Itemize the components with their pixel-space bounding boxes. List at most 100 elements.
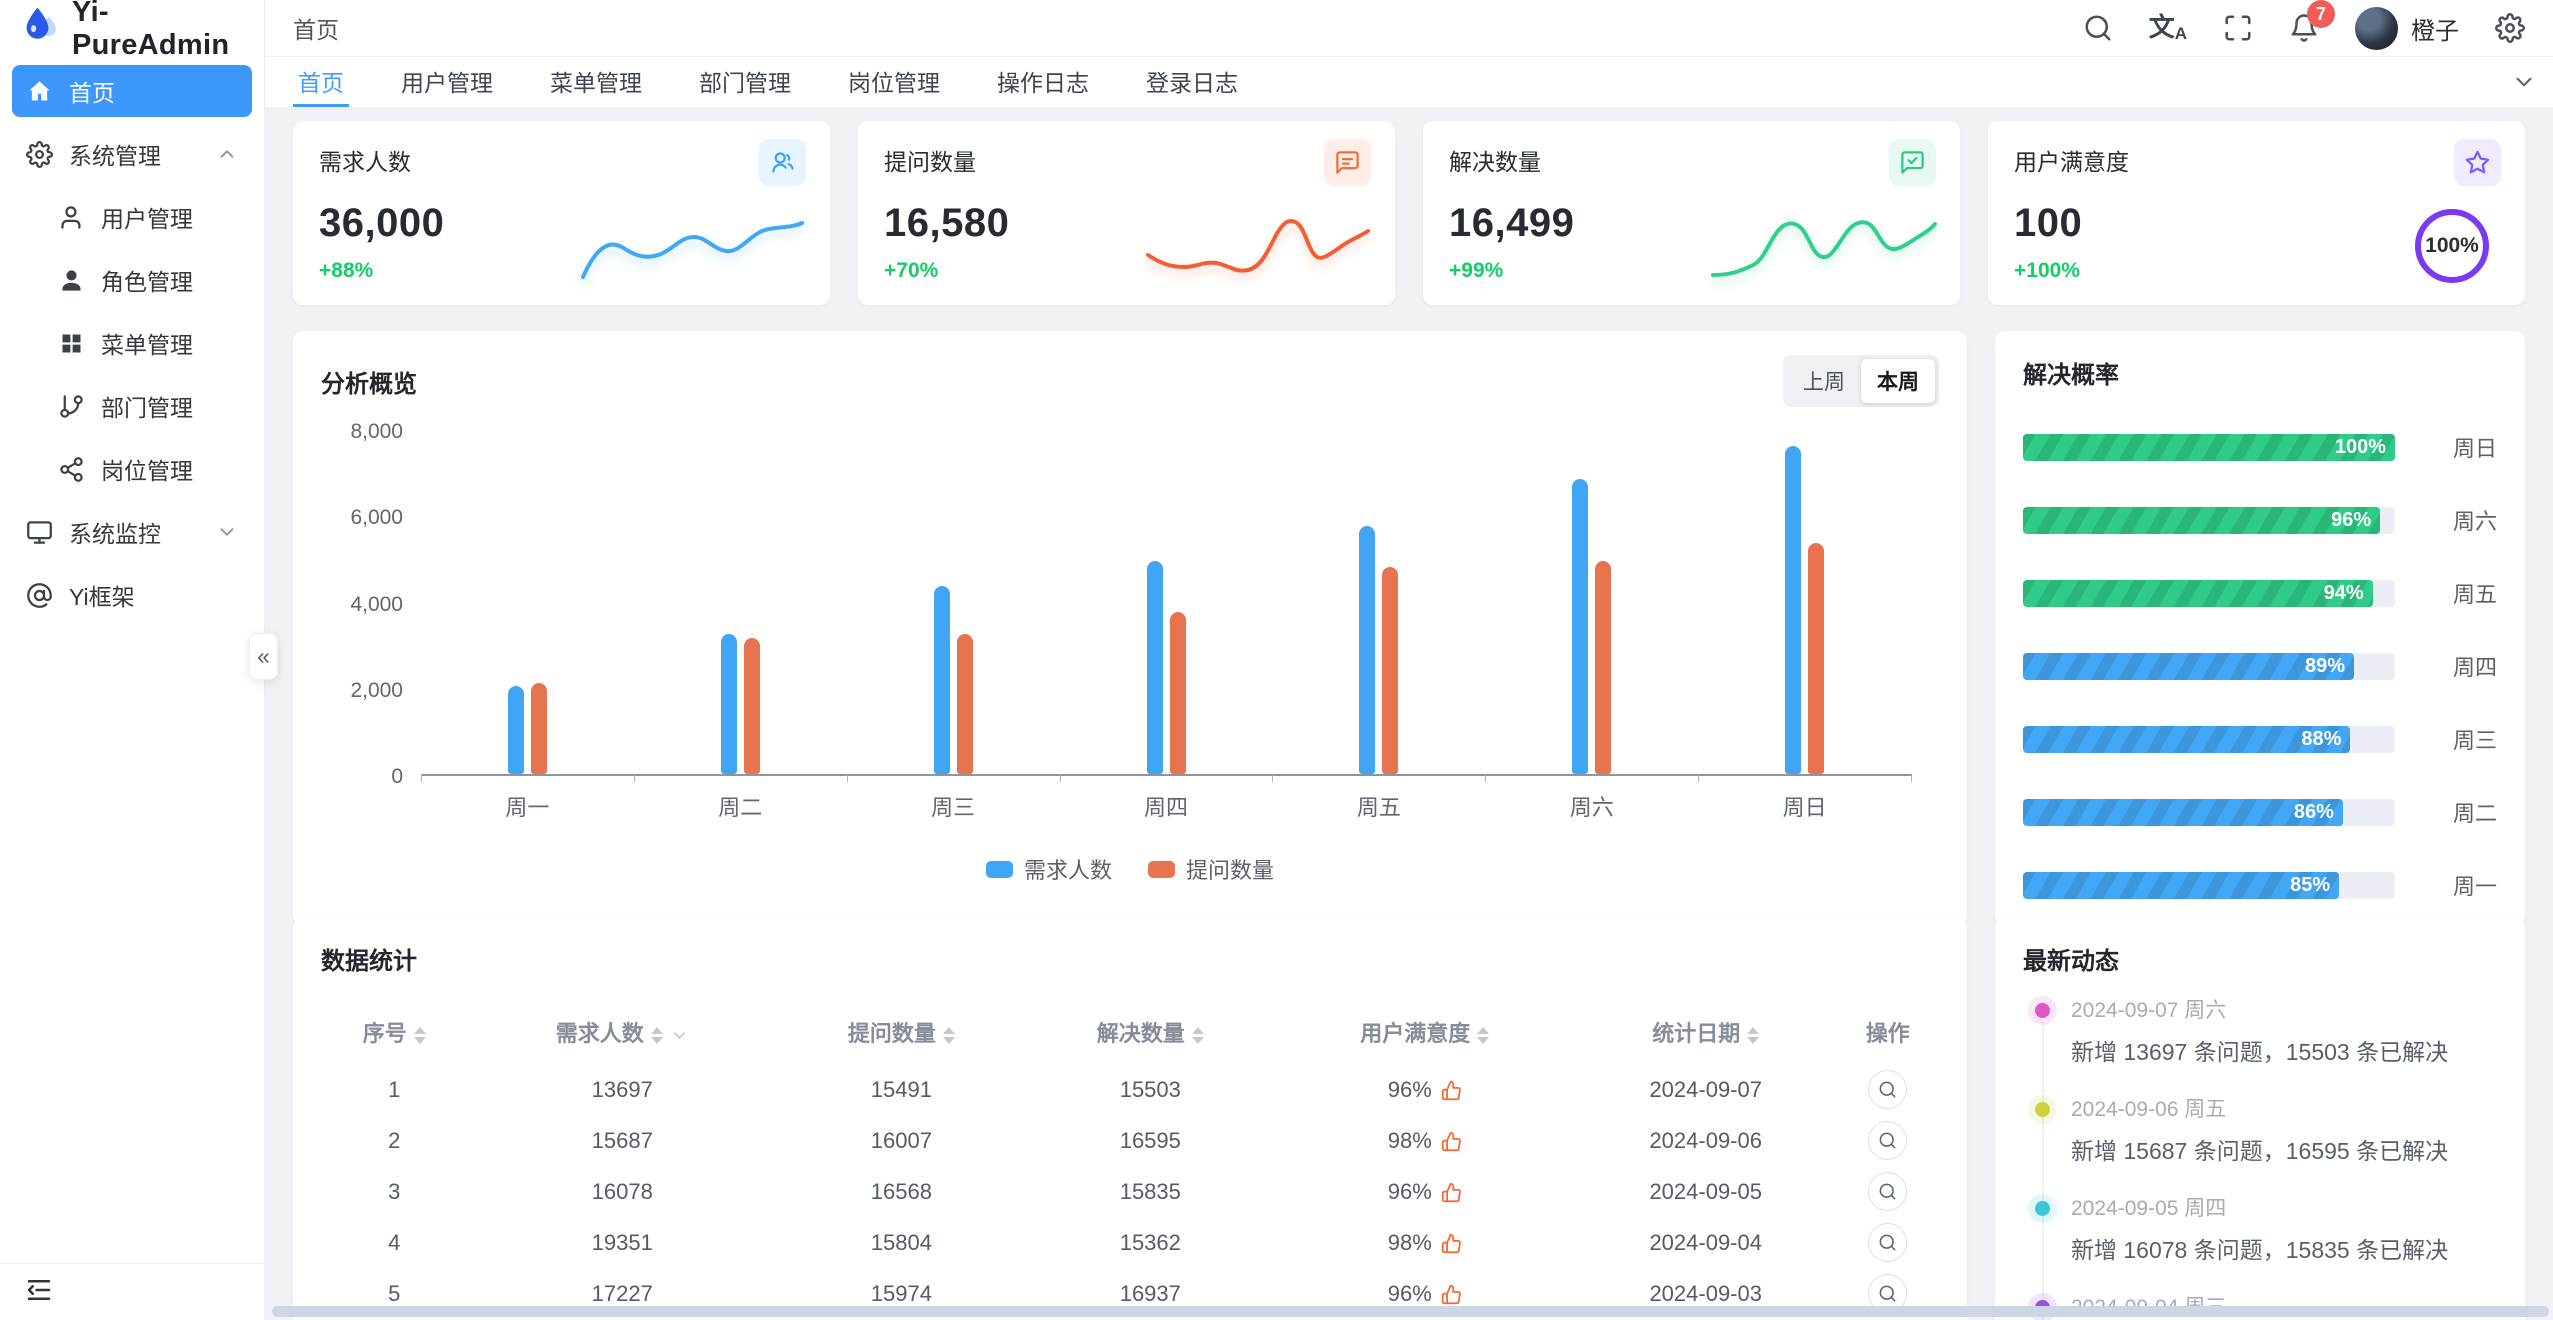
sidebar-item-system-monitor[interactable]: 系统监控 xyxy=(12,506,252,558)
stat-card-demand-count: 需求人数 36,000 +88% xyxy=(293,121,830,305)
fullscreen-icon[interactable] xyxy=(2223,13,2253,43)
solve-rate-row: 86% 周二 xyxy=(2023,796,2497,828)
progress-fill: 100% xyxy=(2023,433,2395,461)
tab-user-management[interactable]: 用户管理 xyxy=(401,69,493,96)
legend-swatch xyxy=(985,860,1013,878)
column-header[interactable]: 序号 xyxy=(321,1000,468,1064)
sidebar-item-post-management[interactable]: 岗位管理 xyxy=(12,443,252,495)
legend-item[interactable]: 提问数量 xyxy=(1148,853,1274,885)
sidebar-item-menu-management[interactable]: 菜单管理 xyxy=(12,317,252,369)
bar-需求人数[interactable] xyxy=(1146,561,1163,774)
bar-提问数量[interactable] xyxy=(956,634,973,774)
column-header[interactable]: 提问数量 xyxy=(777,1000,1026,1064)
sidebar-item-role-management[interactable]: 角色管理 xyxy=(12,254,252,306)
bar-需求人数[interactable] xyxy=(507,686,524,774)
bar-需求人数[interactable] xyxy=(933,586,950,774)
settings-gear-icon xyxy=(2495,13,2525,43)
chat-icon xyxy=(1336,151,1359,174)
sort-carets-icon[interactable] xyxy=(1191,1026,1204,1044)
bar-需求人数[interactable] xyxy=(720,634,737,774)
magnifier-icon xyxy=(1879,1234,1896,1251)
timeline-dot xyxy=(2035,1102,2050,1117)
view-detail-button[interactable] xyxy=(1868,1223,1908,1262)
y-axis-label: 2,000 xyxy=(350,678,403,702)
solve-rate-row: 100% 周日 xyxy=(2023,431,2497,463)
filter-chevron-icon[interactable] xyxy=(670,1026,689,1045)
toggle-last-week-button[interactable]: 上周 xyxy=(1803,371,1845,394)
progress-day-label: 周六 xyxy=(2452,509,2497,534)
sidebar-item-system-management[interactable]: 系统管理 xyxy=(12,128,252,180)
timeline-dot xyxy=(2035,1201,2050,1216)
tab-menu-chevron-icon[interactable] xyxy=(2511,57,2537,107)
bar-需求人数[interactable] xyxy=(1785,446,1802,774)
tab-menu-management[interactable]: 菜单管理 xyxy=(550,69,642,96)
x-axis-label: 周三 xyxy=(931,795,976,820)
user-menu[interactable]: 橙子 xyxy=(2355,6,2459,50)
gear-icon xyxy=(26,140,53,168)
tab-login-log[interactable]: 登录日志 xyxy=(1146,69,1238,96)
analysis-overview-card: 分析概览 上周 本周 0 2,000 4,000 6,000 8,000 周一 周二 周三 周四 周… xyxy=(293,331,1967,925)
bar-提问数量[interactable] xyxy=(530,683,547,774)
column-header[interactable]: 操作 xyxy=(1865,1021,1910,1046)
sidebar-item-label: 部门管理 xyxy=(101,395,193,421)
logo[interactable]: Yi-PureAdmin xyxy=(0,0,264,61)
view-detail-button[interactable] xyxy=(1868,1121,1908,1160)
sidebar-item-home[interactable]: 首页 xyxy=(12,65,252,117)
settings-gear-icon[interactable] xyxy=(2495,13,2525,43)
sort-carets-icon[interactable] xyxy=(1477,1026,1490,1044)
x-axis-label: 周四 xyxy=(1144,795,1189,820)
bar-提问数量[interactable] xyxy=(743,638,760,774)
thumbs-up-icon xyxy=(1441,1233,1461,1253)
y-axis-label: 4,000 xyxy=(350,592,403,616)
solve-rate-card: 解决概率 100% 周日 96% 周六 94% 周五 89% 周四 88% 周三 86% 周二 85% 周… xyxy=(1995,331,2525,925)
thumbs-up-icon xyxy=(1441,1131,1461,1151)
chart-legend: 需求人数 提问数量 xyxy=(321,853,1939,885)
tab-dept-management[interactable]: 部门管理 xyxy=(699,69,791,96)
bar-提问数量[interactable] xyxy=(1169,612,1186,774)
toggle-this-week-button[interactable]: 本周 xyxy=(1861,359,1935,403)
menu-fold-icon[interactable] xyxy=(24,1275,54,1310)
bar-group-4 xyxy=(1060,431,1273,774)
horizontal-scrollbar[interactable] xyxy=(272,1306,2549,1317)
bar-需求人数[interactable] xyxy=(1572,479,1589,774)
sidebar-item-dept-management[interactable]: 部门管理 xyxy=(12,380,252,432)
column-header[interactable]: 需求人数 xyxy=(468,1000,777,1064)
view-detail-button[interactable] xyxy=(1868,1172,1908,1211)
progress-track: 89% xyxy=(2023,652,2395,680)
sort-carets-icon[interactable] xyxy=(1747,1026,1760,1044)
tab-home[interactable]: 首页 xyxy=(293,57,349,107)
progress-track: 85% xyxy=(2023,871,2395,899)
sort-carets-icon[interactable] xyxy=(413,1026,426,1044)
sidebar-item-user-management[interactable]: 用户管理 xyxy=(12,191,252,243)
bar-提问数量[interactable] xyxy=(1595,561,1612,774)
bar-group-2 xyxy=(634,431,847,774)
tab-post-management[interactable]: 岗位管理 xyxy=(848,69,940,96)
thumbs-up-icon xyxy=(1441,1080,1461,1100)
column-header[interactable]: 统计日期 xyxy=(1575,1000,1837,1064)
sidebar-collapse-handle[interactable]: « xyxy=(249,633,278,680)
sparkline xyxy=(1711,220,1937,283)
column-header[interactable]: 解决数量 xyxy=(1026,1000,1275,1064)
stat-value: 100 xyxy=(2014,201,2083,245)
bar-需求人数[interactable] xyxy=(1359,526,1376,774)
bottom-row: 数据统计 序号 需求人数 提问数量 解决数量 用户满意度 统计日期 操作 1 13697 1549… xyxy=(293,917,2525,1320)
column-header[interactable]: 用户满意度 xyxy=(1275,1000,1575,1064)
x-axis-label: 周日 xyxy=(1782,795,1827,820)
legend-item[interactable]: 需求人数 xyxy=(985,853,1112,885)
notification-bell-icon[interactable]: 7 xyxy=(2289,0,2335,43)
tab-operation-log[interactable]: 操作日志 xyxy=(997,69,1089,96)
legend-swatch xyxy=(1148,860,1175,878)
view-detail-button[interactable] xyxy=(1868,1070,1908,1109)
sidebar-item-yi-framework[interactable]: Yi框架 xyxy=(12,569,252,621)
timeline-text: 新增 13697 条问题，15503 条已解决 xyxy=(2071,1039,2449,1065)
fullscreen-icon xyxy=(2225,15,2251,41)
bar-提问数量[interactable] xyxy=(1382,567,1399,774)
activity-timeline: 2024-09-07 周六 新增 13697 条问题，15503 条已解决 2024… xyxy=(2023,994,2497,1320)
stat-title: 提问数量 xyxy=(884,149,976,175)
bar-提问数量[interactable] xyxy=(1808,543,1825,774)
sort-carets-icon[interactable] xyxy=(942,1026,955,1044)
solve-rate-row: 88% 周三 xyxy=(2023,723,2497,755)
search-icon[interactable] xyxy=(2083,13,2113,43)
sort-carets-icon[interactable] xyxy=(650,1026,663,1044)
